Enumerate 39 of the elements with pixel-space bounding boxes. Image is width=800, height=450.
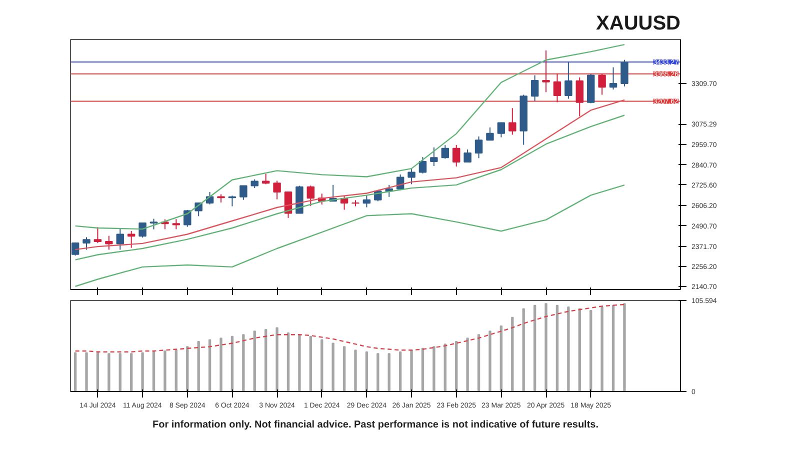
- chart-title: XAUUSD: [596, 12, 680, 34]
- line-series: [74, 304, 626, 352]
- candlestick: [362, 195, 371, 208]
- candlestick: [352, 200, 360, 207]
- candlestick: [273, 180, 281, 200]
- candlestick: [306, 185, 315, 206]
- candlestick: [150, 218, 158, 230]
- candlestick: [542, 50, 550, 93]
- candlestick: [452, 144, 460, 167]
- candlestick: [553, 73, 562, 103]
- candlestick: [71, 242, 80, 256]
- candlestick: [564, 61, 572, 100]
- candlestick: [408, 168, 416, 185]
- candlestick: [240, 185, 248, 200]
- candlestick: [418, 156, 427, 174]
- candlestick: [105, 235, 113, 250]
- candlestick: [598, 73, 606, 96]
- candlestick: [82, 236, 90, 250]
- candlestick: [441, 144, 450, 160]
- line-series: [74, 99, 626, 250]
- candlestick: [620, 59, 628, 87]
- line-series: [74, 44, 626, 230]
- text: For information only. Not financial advice. Past performance is not indicative of future results.: [152, 420, 599, 430]
- candlestick: [508, 108, 516, 136]
- candlestick: [116, 228, 124, 250]
- candlestick: [497, 122, 506, 138]
- candlestick: [486, 126, 494, 141]
- line-series: [74, 114, 626, 260]
- candlestick: [464, 148, 472, 162]
- candlestick: [474, 136, 483, 159]
- candlestick: [576, 76, 584, 117]
- candlestick: [172, 218, 180, 230]
- candlestick: [138, 222, 146, 238]
- candlestick: [430, 146, 438, 166]
- candlestick: [228, 195, 236, 207]
- candlestick: [530, 74, 539, 102]
- candlestick: [94, 226, 102, 244]
- line-series: [74, 184, 626, 287]
- candlestick: [609, 66, 618, 90]
